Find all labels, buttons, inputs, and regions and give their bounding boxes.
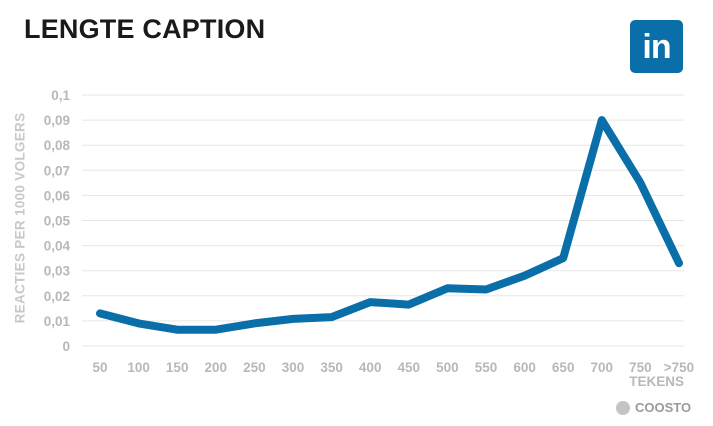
data-point: [482, 286, 490, 294]
x-tick-label: 300: [282, 360, 305, 375]
y-tick-label: 0,01: [44, 314, 71, 329]
data-point: [636, 179, 644, 187]
data-point: [96, 309, 104, 317]
data-point: [173, 326, 181, 334]
y-tick-label: 0: [62, 339, 70, 354]
chart-title: LENGTE CAPTION: [24, 14, 266, 44]
x-tick-label: >750: [664, 360, 694, 375]
y-tick-label: 0,09: [44, 113, 70, 128]
data-point: [212, 326, 220, 334]
data-point: [135, 319, 143, 327]
data-point: [289, 315, 297, 323]
data-point: [328, 313, 336, 321]
x-tick-label: 400: [359, 360, 382, 375]
linkedin-logo-text: in: [642, 27, 671, 66]
coosto-brand: COOSTO: [616, 400, 691, 415]
data-point: [366, 298, 374, 306]
data-point: [598, 116, 606, 124]
x-tick-label: 650: [552, 360, 575, 375]
y-tick-label: 0,07: [44, 163, 70, 178]
data-point: [443, 284, 451, 292]
data-point: [521, 272, 529, 280]
data-point: [675, 259, 683, 267]
linkedin-logo-icon: in: [630, 20, 683, 73]
x-tick-label: 150: [166, 360, 189, 375]
y-tick-label: 0,06: [44, 188, 71, 203]
y-tick-label: 0,05: [44, 214, 71, 229]
brand-label: COOSTO: [635, 400, 692, 415]
y-tick-label: 0,08: [44, 138, 71, 153]
x-tick-label: 500: [436, 360, 459, 375]
x-tick-label: 350: [320, 360, 343, 375]
x-tick-label: 450: [398, 360, 421, 375]
x-axis-label: TEKENS: [629, 374, 684, 389]
data-point: [250, 319, 258, 327]
series-line: [96, 116, 683, 334]
x-tick-label: 200: [205, 360, 228, 375]
x-tick-label: 700: [591, 360, 614, 375]
x-tick-label: 250: [243, 360, 266, 375]
x-tick-label: 750: [629, 360, 652, 375]
y-tick-label: 0,1: [51, 88, 70, 103]
y-tick-label: 0,03: [44, 264, 71, 279]
x-tick-label: 550: [475, 360, 498, 375]
x-tick-label: 100: [127, 360, 150, 375]
y-tick-label: 0,04: [44, 239, 71, 254]
x-tick-label: 600: [513, 360, 536, 375]
data-point: [559, 254, 567, 262]
coosto-globe-icon: [616, 400, 630, 415]
data-point: [405, 301, 413, 309]
y-tick-label: 0,02: [44, 289, 70, 304]
x-tick-label: 50: [92, 360, 107, 375]
